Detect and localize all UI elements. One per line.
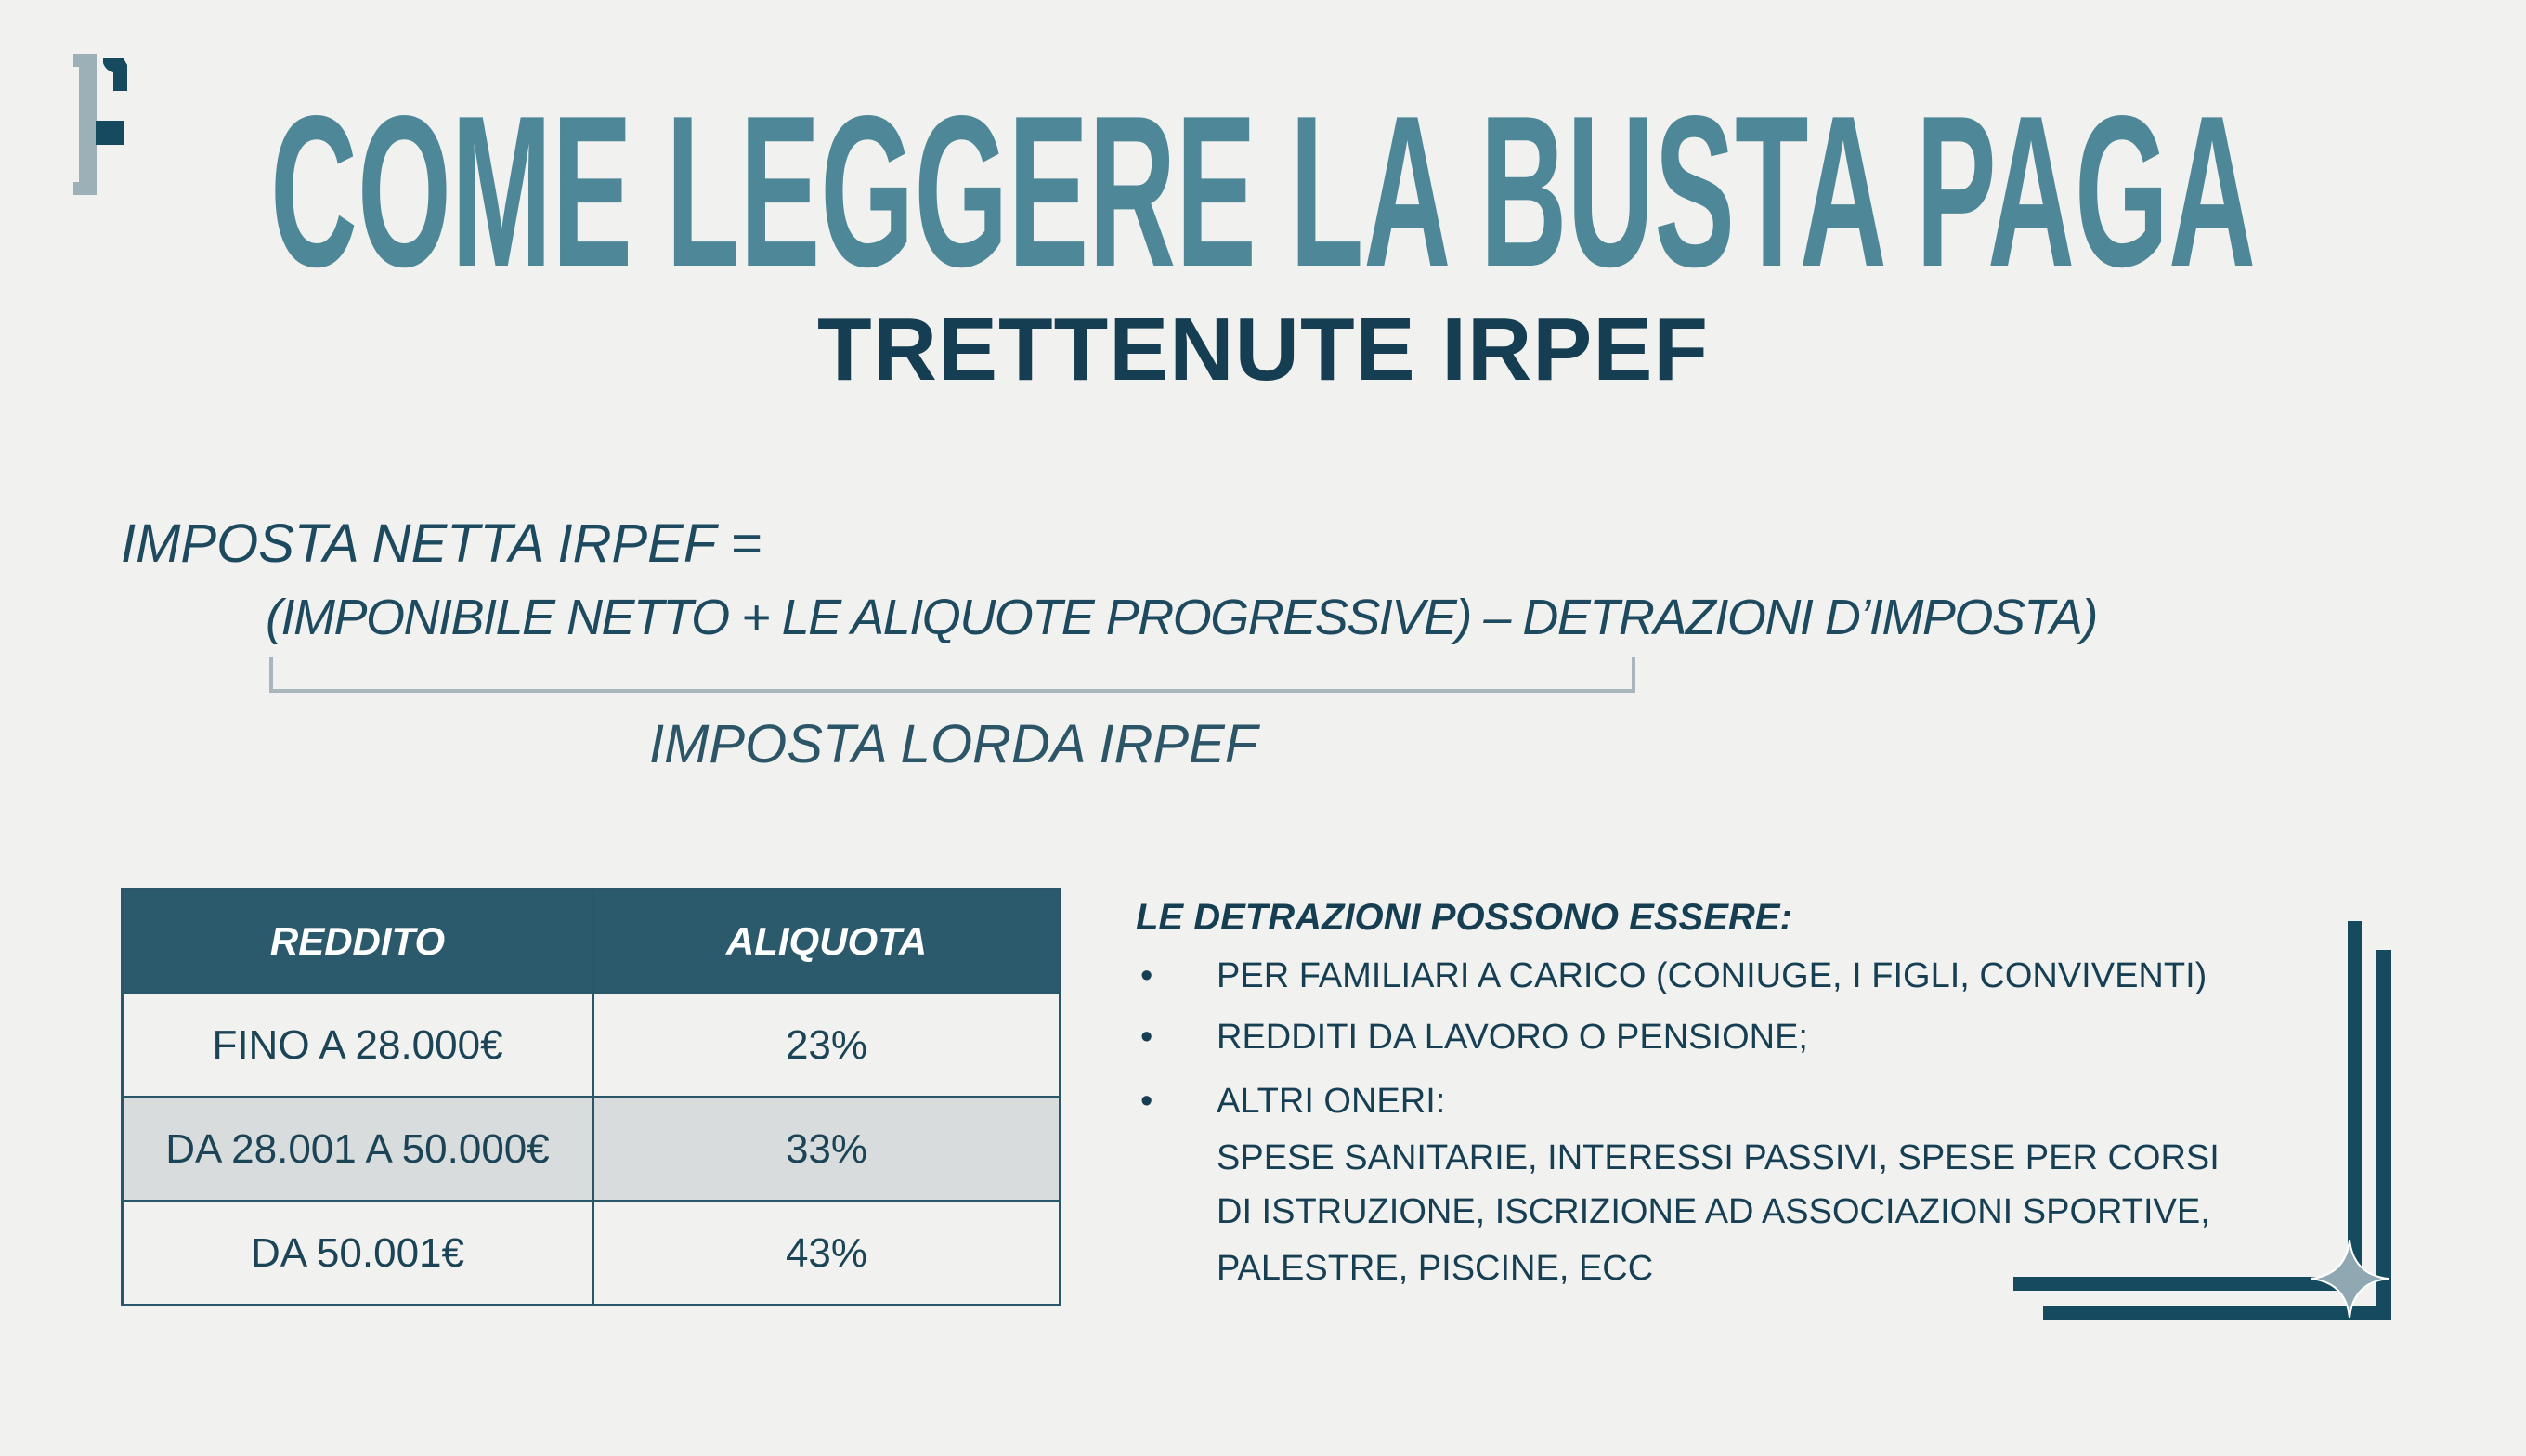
cell-reddito: DA 50.001€	[121, 1200, 594, 1306]
page-title: COME LEGGERE LA BUSTA PAGA	[270, 93, 2256, 279]
tax-brackets-table: REDDITO ALIQUOTA FINO A 28.000€ 23% DA 2…	[121, 888, 1061, 1306]
underbrace	[269, 657, 1635, 693]
list-item: PER FAMILIARI A CARICO (CONIUGE, I FIGLI…	[1217, 956, 2207, 995]
table-row: DA 50.001€ 43%	[121, 1200, 1061, 1306]
formula-line-2: (IMPONIBILE NETTO + LE ALIQUOTE PROGRESS…	[266, 590, 2098, 645]
table-header-row: REDDITO ALIQUOTA	[121, 888, 1061, 994]
header-reddito: REDDITO	[121, 888, 594, 994]
sparkle-icon	[2311, 1240, 2389, 1318]
corner-line-vertical	[2348, 921, 2362, 1291]
cell-aliquota: 23%	[592, 992, 1061, 1098]
page-subtitle: TRETTENUTE IRPEF	[816, 300, 1709, 399]
header-aliquota: ALIQUOTA	[592, 888, 1061, 994]
logo-f-icon	[73, 54, 127, 195]
corner-line-vertical	[2376, 950, 2391, 1320]
list-item-detail: DI ISTRUZIONE, ISCRIZIONE AD ASSOCIAZION…	[1217, 1192, 2210, 1231]
cell-reddito: FINO A 28.000€	[121, 992, 594, 1098]
cell-aliquota: 33%	[592, 1096, 1061, 1202]
corner-line-horizontal	[2013, 1277, 2362, 1291]
bullet-icon: •	[1140, 956, 1153, 995]
title-container: COME LEGGERE LA BUSTA PAGA	[270, 93, 2256, 279]
bullet-icon: •	[1140, 1018, 1153, 1057]
cell-reddito: DA 28.001 A 50.000€	[121, 1096, 594, 1202]
table-row: DA 28.001 A 50.000€ 33%	[121, 1096, 1061, 1202]
list-item-detail: SPESE SANITARIE, INTERESSI PASSIVI, SPES…	[1217, 1138, 2220, 1177]
list-item: REDDITI DA LAVORO O PENSIONE;	[1217, 1018, 1808, 1057]
list-item: ALTRI ONERI:	[1217, 1082, 1446, 1121]
formula-line-1: IMPOSTA NETTA IRPEF =	[121, 514, 762, 574]
bullet-icon: •	[1140, 1082, 1153, 1121]
list-item-detail: PALESTRE, PISCINE, ECC	[1217, 1249, 1654, 1288]
cell-aliquota: 43%	[592, 1200, 1061, 1306]
corner-line-horizontal	[2043, 1306, 2391, 1320]
table-row: FINO A 28.000€ 23%	[121, 992, 1061, 1098]
brace-label: IMPOSTA LORDA IRPEF	[649, 714, 1258, 774]
deductions-title: LE DETRAZIONI POSSONO ESSERE:	[1136, 897, 1792, 938]
